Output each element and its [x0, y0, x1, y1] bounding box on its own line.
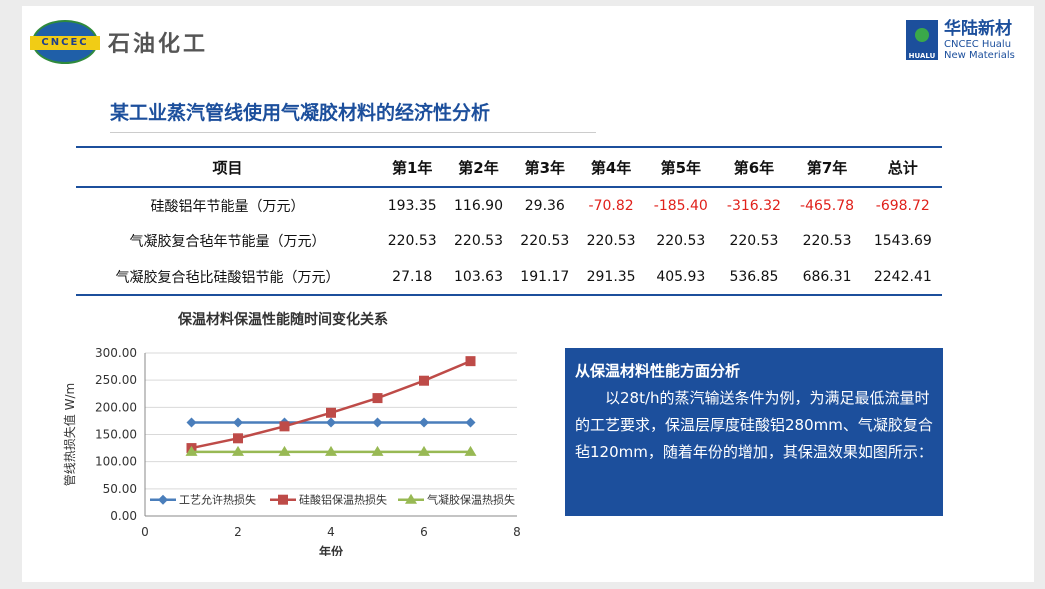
table-cell: 220.53: [802, 233, 852, 249]
analysis-heading: 从保温材料性能方面分析: [575, 362, 741, 380]
data-point: [232, 445, 244, 456]
hualu-logo: HUALU 华陆新材 CNCEC Hualu New Materials: [906, 20, 1015, 61]
data-point: [326, 417, 336, 428]
y-tick-label: 50.00: [103, 482, 137, 496]
table-cell: 116.90: [454, 197, 503, 214]
table-cell: 193.35: [387, 197, 437, 214]
table-cell: 291.35: [577, 259, 645, 296]
table-cell: 220.53: [520, 233, 570, 249]
y-tick-label: 0.00: [110, 509, 137, 523]
data-point: [186, 417, 197, 428]
data-point: [372, 393, 383, 404]
y-tick-label: 250.00: [95, 373, 137, 387]
divider: [110, 132, 596, 133]
table-row: 气凝胶复合毡比硅酸铝节能（万元） 27.18 103.63 191.17 291.35 4…: [76, 259, 942, 296]
table-cell: 103.63: [445, 259, 512, 296]
table-cell: -465.78: [800, 197, 855, 214]
legend-label: 工艺允许热损失: [179, 493, 256, 507]
x-tick-label: 6: [420, 525, 428, 539]
legend-marker: [278, 494, 288, 505]
column-header: 第2年: [445, 146, 512, 188]
table-cell: 220.53: [454, 233, 503, 249]
table-cell: -316.32: [726, 197, 781, 214]
column-header: 第5年: [644, 146, 718, 188]
table-cell: 220.53: [586, 233, 636, 249]
table-cell: 29.36: [524, 197, 565, 214]
y-tick-label: 300.00: [95, 346, 137, 360]
table-cell: 536.85: [717, 259, 791, 296]
row-label: 气凝胶复合毡比硅酸铝节能（万元）: [76, 259, 380, 296]
table-cell: -698.72: [875, 197, 930, 214]
table-row: 硅酸铝年节能量（万元） 193.35 116.90 29.36 -70.82 -185.4…: [76, 187, 942, 223]
legend-label: 气凝胶保温热损失: [427, 493, 515, 507]
data-point: [464, 445, 477, 456]
table-cell: 220.53: [387, 233, 437, 249]
data-point: [465, 417, 476, 428]
table-cell: 191.17: [511, 259, 578, 296]
data-point: [419, 417, 429, 428]
data-point: [233, 433, 243, 444]
brand-name: 石油化工: [108, 31, 209, 57]
table-cell: 220.53: [729, 233, 779, 249]
x-tick-label: 8: [513, 525, 521, 539]
table-row: 气凝胶复合毡年节能量（万元） 220.53 220.53 220.53 220.53 22…: [76, 223, 942, 259]
hualu-mark-icon: HUALU: [906, 20, 938, 61]
chart-title: 保温材料保温性能随时间变化关系: [178, 312, 388, 328]
table-cell: 2242.41: [863, 259, 942, 296]
legend-label: 硅酸铝保温热损失: [299, 493, 387, 507]
legend-marker: [405, 493, 417, 504]
page-title: 某工业蒸汽管线使用气凝胶材料的经济性分析: [110, 102, 491, 124]
x-axis-label: 年份: [319, 544, 344, 556]
table-cell: 27.18: [379, 259, 446, 296]
x-tick-label: 2: [234, 525, 242, 539]
globe-logo-icon: CNCEC: [30, 20, 100, 64]
row-label: 硅酸铝年节能量（万元）: [150, 198, 305, 215]
economics-table: 项目 第1年 第2年 第3年 第4年 第5年 第6年 第7年 总计 硅酸铝年节能量（万元） 193…: [76, 146, 942, 296]
data-point: [372, 417, 383, 428]
data-point: [278, 445, 291, 456]
table-cell: 405.93: [644, 259, 718, 296]
y-tick-label: 150.00: [95, 428, 137, 442]
cncec-logo: CNCEC 石油化工: [30, 20, 209, 64]
column-header: 第3年: [511, 146, 578, 188]
legend-marker: [158, 494, 168, 505]
column-header: 项目: [76, 146, 380, 188]
column-header: 第6年: [717, 146, 791, 188]
data-point: [233, 417, 243, 428]
data-point: [326, 407, 336, 418]
data-point: [371, 445, 384, 456]
table-cell: 1543.69: [873, 233, 932, 249]
row-label: 气凝胶复合毡年节能量（万元）: [129, 234, 326, 250]
column-header: 总计: [863, 146, 942, 188]
analysis-box: 从保温材料性能方面分析 以28t/h的蒸汽输送条件为例，为满足最低流量时的工艺要…: [565, 348, 943, 516]
x-tick-label: 4: [327, 525, 335, 539]
data-point: [418, 445, 430, 456]
data-point: [185, 445, 198, 456]
column-header: 第7年: [790, 146, 864, 188]
column-header: 第4年: [577, 146, 645, 188]
y-axis-label: 管线热损失值 W/m: [62, 383, 77, 486]
y-tick-label: 200.00: [95, 400, 137, 414]
data-point: [465, 356, 476, 367]
data-point: [279, 421, 290, 432]
table-cell: -70.82: [588, 197, 634, 214]
y-tick-label: 100.00: [95, 455, 137, 469]
data-point: [419, 375, 429, 386]
table-cell: 686.31: [790, 259, 864, 296]
slide: CNCEC 石油化工 HUALU 华陆新材 CNCEC Hualu New Ma…: [22, 6, 1034, 582]
analysis-body: 以28t/h的蒸汽输送条件为例，为满足最低流量时的工艺要求，保温层厚度硅酸铝28…: [575, 389, 933, 461]
x-tick-label: 0: [141, 525, 149, 539]
data-point: [325, 445, 337, 456]
table-cell: -185.40: [653, 197, 708, 214]
column-header: 第1年: [379, 146, 446, 188]
heat-loss-chart: 0.00 50.00 100.00 150.00 200.00 250.00 300.00 0…: [62, 346, 521, 556]
table-cell: 220.53: [656, 233, 706, 249]
